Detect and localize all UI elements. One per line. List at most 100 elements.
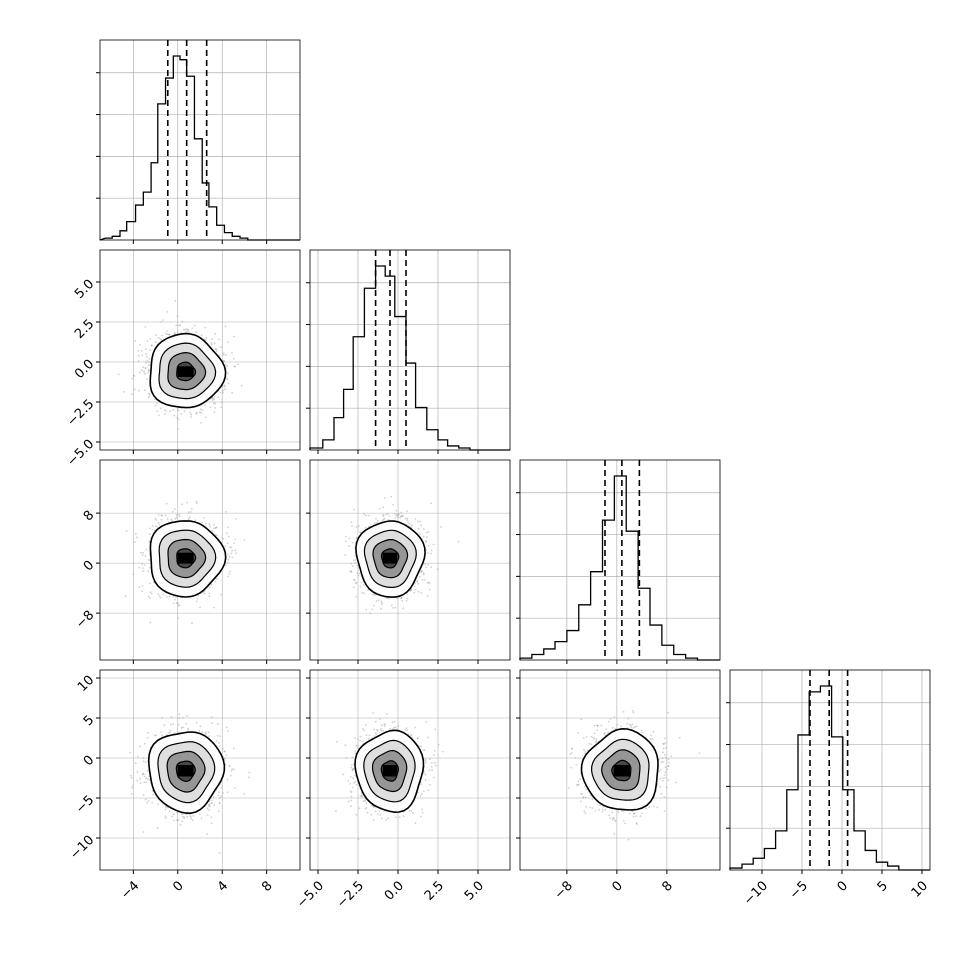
sample-point xyxy=(184,328,187,331)
sample-point xyxy=(143,372,146,374)
sample-point xyxy=(350,571,353,573)
sample-point xyxy=(146,355,148,358)
sample-point xyxy=(136,536,138,539)
sample-point xyxy=(382,513,384,516)
sample-point xyxy=(195,412,198,415)
panel-frame xyxy=(519,459,721,661)
sample-point xyxy=(161,734,163,737)
sample-point xyxy=(187,518,190,520)
sample-point xyxy=(135,533,137,535)
sample-point xyxy=(156,410,159,412)
sample-point xyxy=(167,731,170,734)
sample-point xyxy=(227,382,230,385)
sample-point xyxy=(143,564,146,566)
sample-point xyxy=(226,561,229,564)
sample-point xyxy=(223,385,226,388)
sample-point xyxy=(227,535,230,538)
y-tick-label: −8 xyxy=(73,608,97,632)
sample-point xyxy=(161,334,163,337)
sample-point xyxy=(425,536,428,538)
sample-point xyxy=(227,526,230,529)
sample-point xyxy=(190,413,193,416)
sample-point xyxy=(211,399,214,402)
sample-point xyxy=(138,586,141,588)
sample-point xyxy=(400,515,403,518)
sample-point xyxy=(124,595,127,598)
sample-point xyxy=(226,542,229,545)
sample-point xyxy=(187,329,189,332)
sample-point xyxy=(160,321,163,323)
sample-point xyxy=(149,621,152,624)
sample-point xyxy=(414,588,417,591)
sample-point xyxy=(156,402,159,404)
sample-point xyxy=(377,599,380,601)
sample-point xyxy=(200,411,203,414)
sample-point xyxy=(200,334,203,336)
sample-point xyxy=(349,570,352,573)
sample-point xyxy=(421,570,424,573)
sample-point xyxy=(407,521,409,523)
sample-point xyxy=(203,517,205,519)
sample-point xyxy=(396,597,398,600)
y-tick-label: 0.0 xyxy=(72,357,97,382)
sample-point xyxy=(405,600,408,602)
sample-point xyxy=(457,540,460,543)
y-tick-label: 8 xyxy=(81,508,97,524)
sample-point xyxy=(148,392,151,395)
sample-point xyxy=(177,617,180,619)
sample-point xyxy=(137,354,140,357)
sample-point xyxy=(169,410,172,413)
sample-point xyxy=(176,416,179,419)
sample-point xyxy=(397,514,399,517)
sample-point xyxy=(148,597,151,600)
sample-point xyxy=(227,553,230,556)
sample-point xyxy=(224,388,227,391)
sample-point xyxy=(227,341,229,343)
sample-point xyxy=(423,579,426,581)
sample-point xyxy=(352,559,355,562)
sample-point xyxy=(149,591,152,593)
sample-point xyxy=(215,350,218,352)
histogram-step-line xyxy=(729,685,930,871)
sample-point xyxy=(357,525,360,527)
sample-point xyxy=(344,540,347,543)
sample-point xyxy=(148,566,151,569)
sample-point xyxy=(166,806,169,809)
sample-point xyxy=(422,573,425,576)
sample-point xyxy=(149,527,151,530)
sample-point xyxy=(230,546,233,549)
sample-point xyxy=(385,513,387,516)
sample-point xyxy=(140,551,142,554)
sample-point xyxy=(351,541,354,544)
sample-point xyxy=(133,541,136,543)
sample-point xyxy=(214,527,217,530)
sample-point xyxy=(203,590,206,593)
sample-point xyxy=(224,325,227,328)
sample-point xyxy=(205,416,207,419)
sample-point xyxy=(225,354,228,356)
sample-point xyxy=(212,606,215,609)
histogram-step-line xyxy=(99,55,300,241)
sample-point xyxy=(426,552,429,554)
sample-point xyxy=(179,324,182,327)
sample-point xyxy=(178,604,181,607)
sample-point xyxy=(147,364,150,367)
sample-point xyxy=(220,593,223,596)
sample-point xyxy=(154,525,157,527)
sample-point xyxy=(141,590,143,593)
sample-point xyxy=(157,803,160,805)
sample-point xyxy=(399,516,402,519)
sample-point xyxy=(420,569,423,572)
sample-point xyxy=(420,591,423,594)
sample-point xyxy=(173,598,176,601)
sample-point xyxy=(166,518,169,520)
sample-point xyxy=(373,604,375,607)
sample-point xyxy=(131,393,134,395)
sample-point xyxy=(440,526,442,528)
sample-point xyxy=(203,592,206,595)
sample-point xyxy=(174,331,176,334)
sample-point xyxy=(213,402,215,405)
sample-point xyxy=(382,506,385,509)
